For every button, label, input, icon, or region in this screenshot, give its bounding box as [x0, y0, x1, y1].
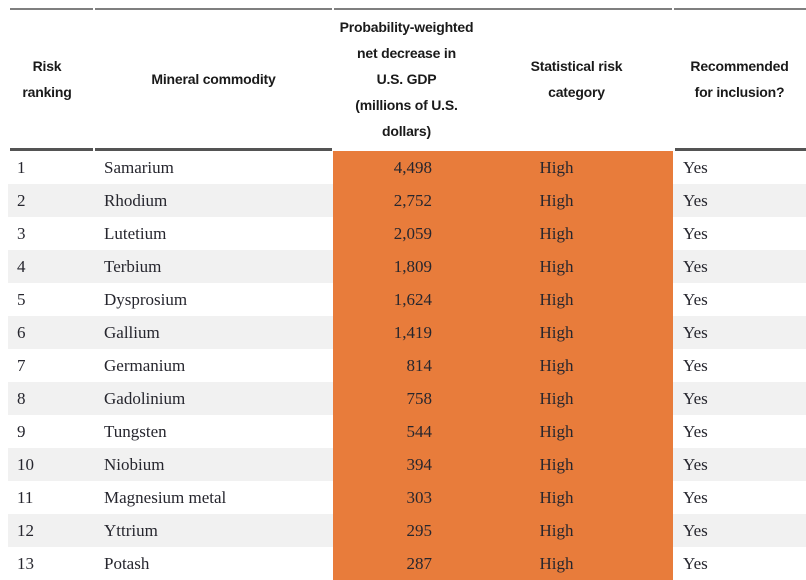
risk-category-cell: High — [480, 217, 673, 250]
risk-category-cell: High — [480, 283, 673, 316]
table-header-rule-segment — [95, 148, 332, 151]
rank-cell: 5 — [17, 290, 26, 309]
gdp-cell: 1,809 — [333, 250, 480, 283]
rank-cell: 1 — [17, 158, 26, 177]
risk-category-cell: High — [480, 151, 673, 184]
table-row: 10 Niobium 394 High Yes — [8, 448, 806, 481]
gdp-cell: 295 — [333, 514, 480, 547]
header-gdp-decrease: Probability-weighted net decrease in U.S… — [339, 19, 474, 139]
risk-category-cell: High — [480, 349, 673, 382]
risk-category-cell: High — [480, 250, 673, 283]
gdp-cell: 814 — [333, 349, 480, 382]
table-row: 13 Potash 287 High Yes — [8, 547, 806, 580]
table-row: 1 Samarium 4,498 High Yes — [8, 151, 806, 184]
table-row: 12 Yttrium 295 High Yes — [8, 514, 806, 547]
table-row: 2 Rhodium 2,752 High Yes — [8, 184, 806, 217]
risk-category-cell: High — [480, 547, 673, 580]
risk-category-cell: High — [480, 514, 673, 547]
commodity-cell: Lutetium — [104, 224, 167, 243]
gdp-cell: 394 — [333, 448, 480, 481]
header-risk-ranking: Risk ranking — [22, 58, 72, 100]
table-row: 7 Germanium 814 High Yes — [8, 349, 806, 382]
table-header-rule-segment — [675, 148, 806, 151]
rank-cell: 6 — [8, 316, 94, 349]
rank-cell: 12 — [8, 514, 94, 547]
commodity-cell: Samarium — [104, 158, 174, 177]
risk-category-cell: High — [480, 448, 673, 481]
header-mineral-commodity: Mineral commodity — [151, 71, 276, 87]
table-header-rule-segment — [10, 148, 93, 151]
table-row: 5 Dysprosium 1,624 High Yes — [8, 283, 806, 316]
table-row: 3 Lutetium 2,059 High Yes — [8, 217, 806, 250]
rank-cell: 7 — [17, 356, 26, 375]
gdp-cell: 758 — [333, 382, 480, 415]
gdp-cell: 287 — [333, 547, 480, 580]
table-row: 8 Gadolinium 758 High Yes — [8, 382, 806, 415]
inclusion-cell: Yes — [683, 554, 708, 573]
commodity-cell: Rhodium — [94, 184, 333, 217]
inclusion-cell: Yes — [683, 290, 708, 309]
gdp-cell: 303 — [333, 481, 480, 514]
rank-cell: 11 — [17, 488, 34, 507]
gdp-cell: 2,059 — [333, 217, 480, 250]
table-row: 11 Magnesium metal 303 High Yes — [8, 481, 806, 514]
rank-cell: 10 — [8, 448, 94, 481]
risk-category-cell: High — [480, 184, 673, 217]
table-top-rule-segment — [674, 8, 806, 10]
inclusion-cell: Yes — [673, 448, 806, 481]
table-top-rule-segment — [95, 8, 332, 10]
rank-cell: 2 — [8, 184, 94, 217]
rank-cell: 4 — [8, 250, 94, 283]
commodity-cell: Tungsten — [104, 422, 167, 441]
inclusion-cell: Yes — [683, 422, 708, 441]
rank-cell: 8 — [8, 382, 94, 415]
inclusion-cell: Yes — [673, 250, 806, 283]
gdp-cell: 4,498 — [333, 151, 480, 184]
inclusion-cell: Yes — [673, 514, 806, 547]
commodity-cell: Terbium — [94, 250, 333, 283]
table-row: 6 Gallium 1,419 High Yes — [8, 316, 806, 349]
commodity-cell: Potash — [104, 554, 150, 573]
gdp-cell: 2,752 — [333, 184, 480, 217]
table-top-rule-segment — [10, 8, 93, 10]
risk-category-cell: High — [480, 481, 673, 514]
risk-category-cell: High — [480, 316, 673, 349]
inclusion-cell: Yes — [683, 488, 708, 507]
table-row: 4 Terbium 1,809 High Yes — [8, 250, 806, 283]
inclusion-cell: Yes — [683, 224, 708, 243]
gdp-cell: 1,624 — [333, 283, 480, 316]
commodity-cell: Dysprosium — [104, 290, 188, 309]
table-top-rule-segment — [334, 8, 672, 10]
rank-cell: 9 — [17, 422, 26, 441]
table-header-row: Risk ranking Mineral commodity Probabili… — [0, 10, 806, 148]
header-statistical-risk: Statistical risk category — [530, 58, 623, 100]
inclusion-cell: Yes — [673, 184, 806, 217]
table-body: 1 Samarium 4,498 High Yes 2 Rhodium 2,75… — [8, 151, 806, 580]
risk-category-cell: High — [480, 382, 673, 415]
risk-category-cell: High — [480, 415, 673, 448]
rank-cell: 13 — [17, 554, 34, 573]
inclusion-cell: Yes — [683, 356, 708, 375]
commodity-cell: Niobium — [94, 448, 333, 481]
table-row: 9 Tungsten 544 High Yes — [8, 415, 806, 448]
inclusion-cell: Yes — [683, 158, 708, 177]
commodity-cell: Gadolinium — [94, 382, 333, 415]
inclusion-cell: Yes — [673, 382, 806, 415]
gdp-cell: 1,419 — [333, 316, 480, 349]
header-recommended: Recommended for inclusion? — [690, 58, 789, 100]
rank-cell: 3 — [17, 224, 26, 243]
gdp-cell: 544 — [333, 415, 480, 448]
commodity-cell: Germanium — [104, 356, 186, 375]
commodity-cell: Yttrium — [94, 514, 333, 547]
inclusion-cell: Yes — [673, 316, 806, 349]
commodity-cell: Gallium — [94, 316, 333, 349]
commodity-cell: Magnesium metal — [104, 488, 227, 507]
